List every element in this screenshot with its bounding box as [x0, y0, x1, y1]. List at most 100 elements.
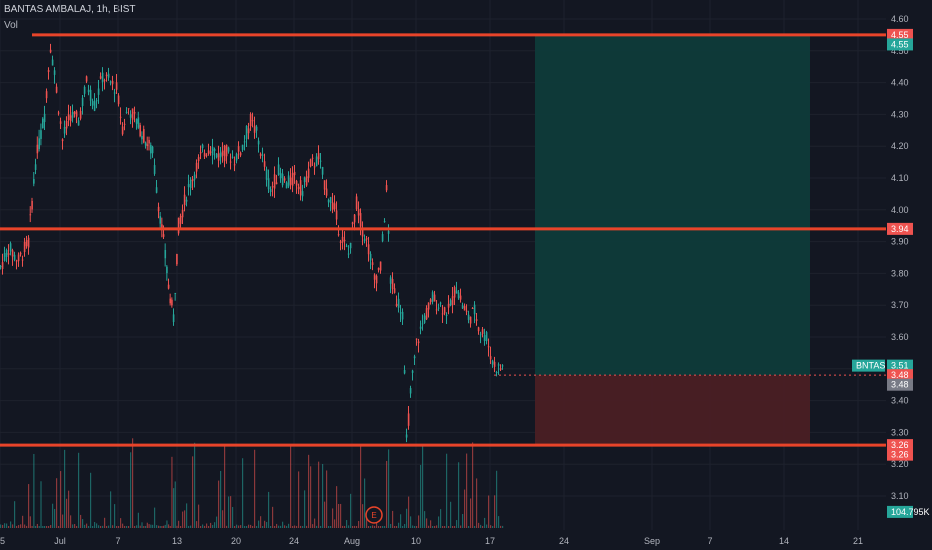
price-tick-label: 4.20 [891, 141, 909, 151]
candle-body [353, 214, 356, 223]
candle-body [59, 121, 62, 124]
volume-bar [236, 524, 238, 528]
volume-bar [380, 525, 382, 528]
candle-body [155, 187, 158, 193]
volume-bar [482, 525, 484, 528]
price-tick-label: 4.50 [891, 46, 909, 56]
volume-bar [422, 445, 424, 528]
volume-bar [358, 521, 360, 528]
volume-bar [8, 525, 10, 528]
volume-bar [318, 461, 320, 528]
candle-body [99, 76, 102, 79]
candle-body [431, 292, 434, 302]
candle-body [135, 118, 138, 124]
volume-bar [48, 525, 50, 528]
volume-bar [252, 525, 254, 528]
stop-zone [535, 375, 810, 446]
candle-body [499, 368, 502, 370]
volume-bar [154, 507, 156, 528]
candle-body [241, 144, 244, 150]
volume-bar [442, 525, 444, 528]
price-tick-label: 3.60 [891, 332, 909, 342]
volume-bar [143, 525, 145, 528]
candle-body [281, 173, 284, 186]
price-tag [887, 439, 913, 452]
volume-bar [434, 525, 436, 528]
candle-body [393, 288, 396, 293]
volume-bar [374, 525, 376, 528]
candle-body [373, 274, 376, 280]
candle-body [211, 146, 214, 156]
candle-body [150, 144, 152, 154]
candle-body [273, 174, 276, 189]
volume-bar [64, 449, 66, 528]
candle-body [263, 161, 266, 167]
candle-body [485, 332, 488, 342]
volume-bar [292, 525, 294, 528]
volume-bar [250, 524, 252, 528]
price-tick-label: 4.30 [891, 109, 909, 119]
volume-bar [150, 524, 152, 528]
volume-bar [280, 525, 282, 528]
volume-bar [78, 452, 80, 528]
price-tick-label: 3.20 [891, 459, 909, 469]
volume-bar [472, 442, 474, 528]
candle-body [389, 277, 392, 284]
candle-body [162, 234, 165, 237]
candle-body [301, 191, 304, 197]
candle-body [117, 95, 120, 105]
volume-bar [28, 484, 30, 528]
candle-body [411, 370, 414, 373]
price-tag [887, 378, 913, 391]
volume-bar [137, 512, 139, 528]
candle-body [215, 153, 218, 158]
candle-body [363, 239, 366, 241]
volume-bar [184, 510, 186, 528]
candle-body [351, 222, 354, 225]
volume-bar [128, 525, 130, 528]
volume-bar [216, 516, 218, 528]
volume-bar [174, 481, 176, 528]
price-tag-label: 3.48 [891, 380, 909, 390]
volume-bar [164, 524, 166, 528]
candle-body [293, 171, 296, 176]
volume-bar [378, 525, 380, 528]
candle-body [137, 117, 140, 128]
candle-body [285, 182, 288, 189]
volume-bar [248, 524, 250, 528]
volume-bar [458, 462, 460, 528]
candle-body [339, 241, 342, 243]
candle-body [417, 341, 420, 344]
candle-body [329, 197, 332, 203]
candle-body [91, 100, 94, 106]
candle-body [201, 144, 204, 148]
candle-body [437, 307, 440, 309]
volume-bar [418, 515, 420, 528]
volume-bar [136, 525, 138, 528]
volume-bar [264, 520, 266, 528]
volume-bar [232, 506, 234, 528]
volume-bar [234, 526, 236, 528]
volume-bar [194, 442, 196, 528]
volume-bar [438, 516, 440, 528]
candle-body [199, 151, 202, 154]
volume-bar [468, 525, 470, 528]
volume-bar [340, 503, 342, 528]
candle-body [387, 231, 390, 234]
candle-body [205, 154, 208, 156]
volume-bar [428, 525, 430, 528]
candle-body [209, 151, 212, 153]
volume-bar [316, 525, 318, 528]
volume-bar [312, 524, 314, 528]
target-zone [535, 34, 810, 376]
candle-body [247, 128, 250, 134]
volume-bar [214, 522, 216, 528]
volume-bar [230, 496, 232, 528]
candle-body [463, 306, 466, 311]
candle-body [34, 164, 37, 170]
volume-bar [270, 525, 272, 528]
candle-body [343, 239, 346, 241]
price-tick-label: 3.40 [891, 396, 909, 406]
volume-bar [84, 524, 86, 528]
